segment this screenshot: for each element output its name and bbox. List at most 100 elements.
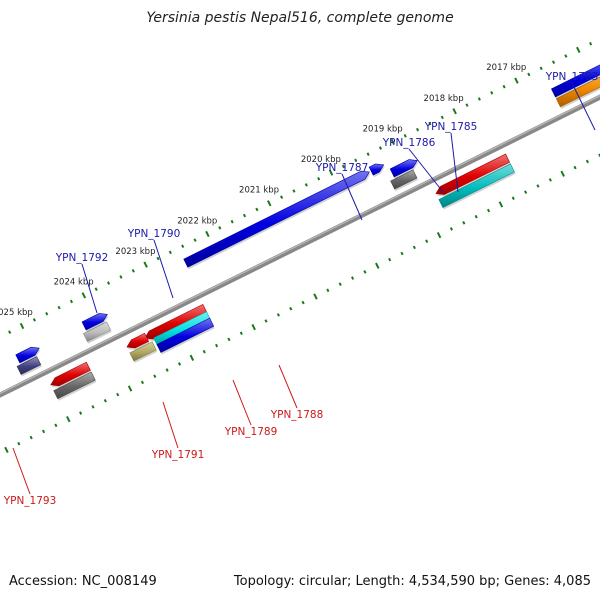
- tick-mark: [127, 385, 133, 392]
- tick-mark: [465, 103, 469, 107]
- gene-feature[interactable]: [53, 371, 96, 400]
- tick-mark: [490, 91, 494, 95]
- tick-mark: [79, 411, 83, 415]
- accession-text: Accession: NC_008149: [9, 574, 157, 589]
- tick-mark: [32, 318, 36, 322]
- gene-label[interactable]: YPN_1785: [424, 121, 478, 133]
- tick-mark: [292, 189, 296, 193]
- kbp-tick-label: 2018 kbp: [424, 94, 464, 104]
- gene-feature[interactable]: [183, 170, 370, 268]
- gene-label[interactable]: YPN_1787: [315, 162, 369, 174]
- kbp-tick-label: 2019 kbp: [363, 124, 403, 134]
- tick-mark: [189, 354, 195, 361]
- tick-mark: [106, 281, 111, 285]
- tick-mark: [477, 97, 481, 101]
- gene-feature[interactable]: [16, 356, 42, 375]
- tick-mark: [276, 313, 280, 317]
- gene-feature[interactable]: [15, 346, 40, 364]
- tick-mark: [215, 343, 219, 348]
- label-leader-line: [341, 173, 363, 221]
- tick-mark: [41, 429, 46, 434]
- label-leader-line: [232, 379, 252, 426]
- gene-label[interactable]: YPN_1788: [270, 409, 324, 421]
- backbone-highlight: [0, 94, 600, 395]
- tick-mark: [69, 299, 74, 304]
- tick-mark: [589, 41, 593, 46]
- tick-mark: [242, 213, 247, 218]
- tick-mark: [514, 77, 519, 84]
- gene-feature[interactable]: [438, 163, 515, 208]
- gene-feature[interactable]: [50, 361, 91, 387]
- tick-mark: [354, 158, 358, 163]
- tick-mark: [328, 169, 334, 176]
- tick-mark: [524, 190, 528, 194]
- tick-mark: [301, 300, 305, 305]
- gene-feature[interactable]: [144, 303, 208, 340]
- tick-mark: [218, 226, 222, 230]
- gene-labels: YPN_1783 YPN_1785 YPN_1786 YPN_1787 YPN_1790…: [3, 71, 599, 507]
- tick-mark: [156, 256, 160, 261]
- tick-mark: [267, 200, 272, 207]
- tick-mark: [313, 293, 318, 300]
- tick-mark: [202, 349, 206, 354]
- tick-mark: [436, 231, 442, 239]
- tick-mark: [304, 183, 308, 187]
- tick-mark: [131, 269, 135, 273]
- tick-mark: [428, 121, 432, 126]
- topology-text: Topology: circular; Length: 4,534,590 bp…: [233, 574, 591, 589]
- kbp-tick-label: 2023 kbp: [115, 247, 155, 257]
- gene-feature[interactable]: [129, 341, 157, 362]
- tick-mark: [230, 219, 234, 224]
- tick-mark: [251, 323, 256, 331]
- backbone-line: [0, 94, 600, 398]
- gene-label[interactable]: YPN_1789: [224, 426, 278, 438]
- gene-feature[interactable]: [156, 317, 215, 353]
- gene-label[interactable]: YPN_1792: [55, 252, 109, 264]
- tick-mark: [4, 446, 9, 453]
- gene-feature[interactable]: [389, 159, 418, 178]
- kbp-tick-track: 2017 kbp 2018 kbp 2019 kbp 2020 kbp 2021 kbp…: [0, 41, 600, 453]
- tick-mark: [19, 322, 25, 330]
- map-title: Yersinia pestis Nepal516, complete genom…: [146, 10, 454, 26]
- kbp-tick-label: 2024 kbp: [54, 278, 94, 288]
- tick-mark: [564, 54, 568, 58]
- tick-mark: [8, 330, 12, 334]
- gene-label[interactable]: YPN_1786: [382, 137, 436, 149]
- gene-label[interactable]: YPN_1793: [3, 495, 57, 507]
- gene-feature[interactable]: [82, 321, 112, 342]
- gene-feature[interactable]: [390, 169, 418, 190]
- tick-mark: [94, 287, 98, 291]
- gene-features: [15, 58, 600, 401]
- tick-mark: [317, 176, 321, 181]
- gene-feature[interactable]: [126, 332, 150, 349]
- kbp-tick-label: 2021 kbp: [239, 186, 279, 196]
- tick-mark: [425, 239, 429, 244]
- tick-mark: [177, 362, 182, 366]
- tick-mark: [452, 108, 457, 115]
- gene-feature[interactable]: [555, 68, 600, 108]
- tick-mark: [239, 331, 243, 336]
- tick-mark: [45, 311, 49, 316]
- tick-mark: [502, 84, 506, 89]
- tick-mark: [153, 374, 157, 379]
- tick-mark: [205, 230, 210, 238]
- gene-feature[interactable]: [435, 153, 511, 195]
- tick-mark: [289, 306, 293, 311]
- gene-label[interactable]: YPN_1783: [545, 71, 599, 83]
- gene-feature[interactable]: [368, 163, 385, 176]
- gene-feature[interactable]: [81, 313, 108, 331]
- tick-mark: [363, 270, 367, 274]
- tick-mark: [511, 196, 515, 201]
- tick-mark: [375, 262, 380, 269]
- gene-label[interactable]: YPN_1791: [151, 449, 205, 461]
- label-leader-line: [450, 132, 459, 193]
- tick-mark: [17, 441, 21, 446]
- tick-mark: [351, 276, 355, 280]
- gene-feature[interactable]: [551, 58, 600, 98]
- kbp-tick-label: 2017 kbp: [486, 63, 526, 73]
- tick-mark: [536, 184, 540, 188]
- gene-label[interactable]: YPN_1790: [127, 228, 181, 240]
- tick-mark: [498, 201, 504, 208]
- tick-mark: [527, 72, 531, 77]
